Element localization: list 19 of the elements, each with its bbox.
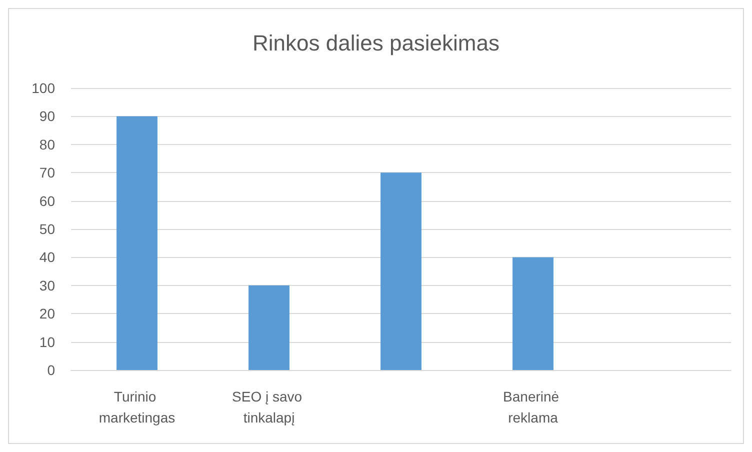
bar xyxy=(248,285,290,370)
y-tick-label: 60 xyxy=(39,192,56,209)
y-tick-label: 70 xyxy=(39,164,56,181)
y-tick-label: 0 xyxy=(47,362,56,378)
y-tick-label: 100 xyxy=(32,80,56,96)
y-tick-label: 20 xyxy=(39,306,56,322)
x-tick-label: SEO į savo tinkalapį xyxy=(232,388,306,426)
y-tick-label: 10 xyxy=(39,334,56,350)
y-tick-label: 40 xyxy=(39,249,56,266)
chart-title: Rinkos dalies pasiekimas xyxy=(252,30,500,56)
bar xyxy=(116,116,158,370)
bar xyxy=(380,172,422,370)
y-tick-label: 50 xyxy=(39,221,56,237)
y-tick-label: 80 xyxy=(39,136,56,152)
x-tick-label: Turinio marketingas xyxy=(98,388,176,426)
x-tick-label: Banerinė reklama xyxy=(503,388,563,426)
y-tick-label: 30 xyxy=(39,277,56,294)
bar xyxy=(512,257,554,370)
y-tick-label: 90 xyxy=(39,108,56,124)
